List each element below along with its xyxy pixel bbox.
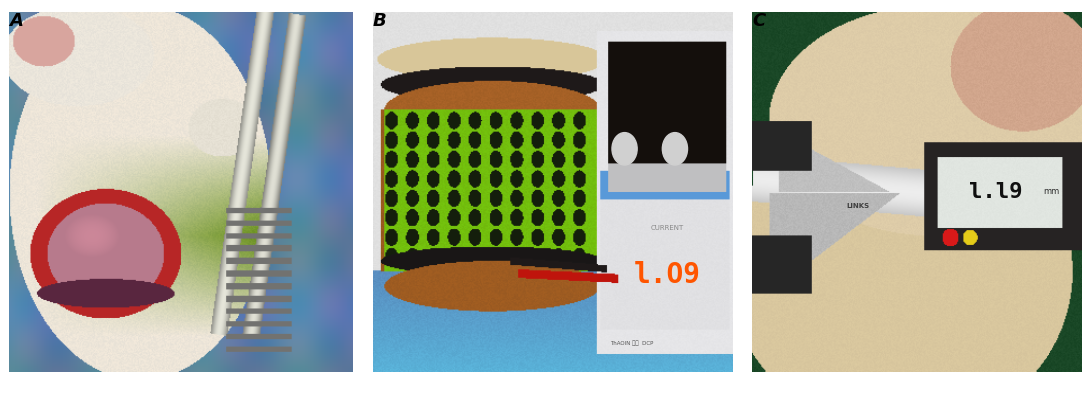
Ellipse shape: [611, 133, 638, 165]
Text: B: B: [373, 12, 387, 30]
Ellipse shape: [663, 133, 688, 165]
Text: mm: mm: [1043, 188, 1059, 196]
Text: ThAOIN 龙谷  DCP: ThAOIN 龙谷 DCP: [610, 340, 653, 346]
Text: CURRENT: CURRENT: [651, 225, 685, 231]
Text: l.O9: l.O9: [634, 261, 701, 289]
Text: A: A: [9, 12, 23, 30]
Text: l.l9: l.l9: [969, 182, 1022, 202]
Text: C: C: [752, 12, 765, 30]
Text: LINKS: LINKS: [846, 203, 869, 210]
